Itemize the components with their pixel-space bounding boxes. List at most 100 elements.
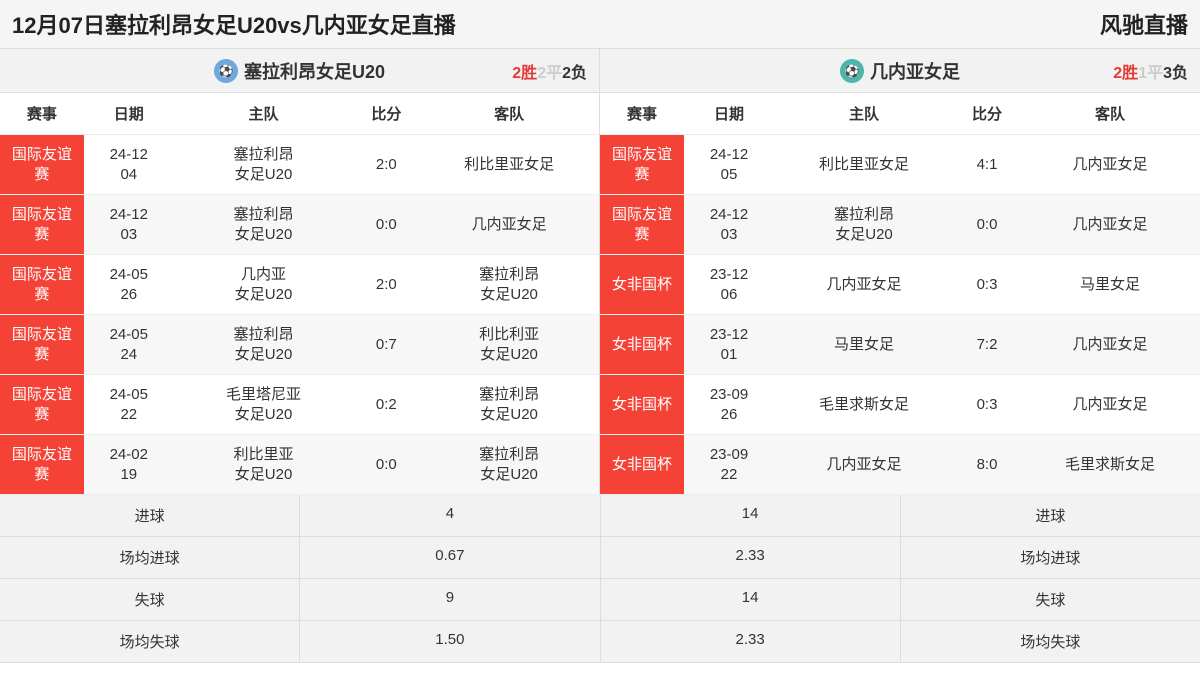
cell-away: 毛里求斯女足 bbox=[1020, 435, 1200, 495]
cell-home: 塞拉利昂女足U20 bbox=[174, 195, 354, 255]
wdl-draw: 2平 bbox=[537, 65, 562, 82]
stat-label-left: 进球 bbox=[0, 495, 300, 536]
wdl-win: 2胜 bbox=[512, 65, 537, 82]
cell-home: 塞拉利昂女足U20 bbox=[174, 315, 354, 375]
right-matches-table: 赛事 日期 主队 比分 客队 国际友谊赛24-1205利比里亚女足4:1几内亚女… bbox=[600, 93, 1200, 495]
table-row[interactable]: 女非国杯23-1201马里女足7:2几内亚女足 bbox=[600, 315, 1200, 375]
left-panel: ⚽ 塞拉利昂女足U20 2胜2平2负 赛事 日期 主队 比分 客队 国际友谊赛2… bbox=[0, 49, 600, 495]
cell-event: 国际友谊赛 bbox=[600, 135, 684, 195]
col-away: 客队 bbox=[419, 93, 599, 135]
cell-date: 23-0926 bbox=[684, 375, 774, 435]
cell-date: 23-1206 bbox=[684, 255, 774, 315]
table-row[interactable]: 国际友谊赛24-1203塞拉利昂女足U200:0几内亚女足 bbox=[600, 195, 1200, 255]
table-row[interactable]: 女非国杯23-0922几内亚女足8:0毛里求斯女足 bbox=[600, 435, 1200, 495]
left-team-name: 塞拉利昂女足U20 bbox=[244, 58, 385, 84]
cell-home: 毛里塔尼亚女足U20 bbox=[174, 375, 354, 435]
stat-value-left: 9 bbox=[300, 579, 600, 620]
col-away: 客队 bbox=[1020, 93, 1200, 135]
cell-event: 女非国杯 bbox=[600, 375, 684, 435]
cell-date: 24-1204 bbox=[84, 135, 174, 195]
table-row[interactable]: 国际友谊赛24-0522毛里塔尼亚女足U200:2塞拉利昂女足U20 bbox=[0, 375, 599, 435]
table-row[interactable]: 国际友谊赛24-1204塞拉利昂女足U202:0利比里亚女足 bbox=[0, 135, 599, 195]
stat-value-right: 2.33 bbox=[601, 537, 901, 578]
stats-row-avg_conceded: 场均失球1.502.33场均失球 bbox=[0, 621, 1200, 663]
cell-score: 0:0 bbox=[353, 435, 419, 495]
team-logo-icon: ⚽ bbox=[840, 59, 864, 83]
cell-away: 利比利亚女足U20 bbox=[419, 315, 599, 375]
cell-home: 塞拉利昂女足U20 bbox=[774, 195, 954, 255]
table-row[interactable]: 国际友谊赛24-1205利比里亚女足4:1几内亚女足 bbox=[600, 135, 1200, 195]
cell-score: 0:3 bbox=[954, 255, 1020, 315]
cell-event: 国际友谊赛 bbox=[0, 375, 84, 435]
top-bar: 12月07日塞拉利昂女足U20vs几内亚女足直播 风驰直播 bbox=[0, 0, 1200, 49]
cell-score: 0:7 bbox=[353, 315, 419, 375]
cell-home: 马里女足 bbox=[774, 315, 954, 375]
cell-event: 国际友谊赛 bbox=[0, 195, 84, 255]
col-score: 比分 bbox=[954, 93, 1020, 135]
cell-event: 国际友谊赛 bbox=[600, 195, 684, 255]
left-matches-table: 赛事 日期 主队 比分 客队 国际友谊赛24-1204塞拉利昂女足U202:0利… bbox=[0, 93, 599, 495]
right-panel: ⚽ 几内亚女足 2胜1平3负 赛事 日期 主队 比分 客队 国际友谊赛24-12… bbox=[600, 49, 1200, 495]
cell-away: 塞拉利昂女足U20 bbox=[419, 255, 599, 315]
wdl-loss: 2负 bbox=[562, 65, 587, 82]
col-date: 日期 bbox=[684, 93, 774, 135]
cell-event: 女非国杯 bbox=[600, 255, 684, 315]
stat-value-left: 0.67 bbox=[300, 537, 600, 578]
col-date: 日期 bbox=[84, 93, 174, 135]
main-content: ⚽ 塞拉利昂女足U20 2胜2平2负 赛事 日期 主队 比分 客队 国际友谊赛2… bbox=[0, 49, 1200, 495]
stat-value-right: 14 bbox=[601, 579, 901, 620]
stats-footer: 进球414进球场均进球0.672.33场均进球失球914失球场均失球1.502.… bbox=[0, 495, 1200, 663]
cell-date: 24-0219 bbox=[84, 435, 174, 495]
cell-date: 24-0522 bbox=[84, 375, 174, 435]
table-row[interactable]: 女非国杯23-0926毛里求斯女足0:3几内亚女足 bbox=[600, 375, 1200, 435]
stat-value-right: 2.33 bbox=[601, 621, 901, 662]
cell-date: 24-1205 bbox=[684, 135, 774, 195]
stat-value-left: 4 bbox=[300, 495, 600, 536]
cell-score: 8:0 bbox=[954, 435, 1020, 495]
right-team-header: ⚽ 几内亚女足 2胜1平3负 bbox=[600, 49, 1200, 93]
table-row[interactable]: 女非国杯23-1206几内亚女足0:3马里女足 bbox=[600, 255, 1200, 315]
cell-event: 国际友谊赛 bbox=[0, 135, 84, 195]
table-row[interactable]: 国际友谊赛24-0219利比里亚女足U200:0塞拉利昂女足U20 bbox=[0, 435, 599, 495]
page-title: 12月07日塞拉利昂女足U20vs几内亚女足直播 bbox=[12, 8, 456, 40]
cell-away: 塞拉利昂女足U20 bbox=[419, 375, 599, 435]
cell-away: 几内亚女足 bbox=[1020, 375, 1200, 435]
left-wdl: 2胜2平2负 bbox=[512, 59, 587, 83]
cell-score: 2:0 bbox=[353, 255, 419, 315]
stat-label-left: 失球 bbox=[0, 579, 300, 620]
cell-away: 塞拉利昂女足U20 bbox=[419, 435, 599, 495]
stat-value-right: 14 bbox=[601, 495, 901, 536]
table-row[interactable]: 国际友谊赛24-0524塞拉利昂女足U200:7利比利亚女足U20 bbox=[0, 315, 599, 375]
cell-date: 23-0922 bbox=[684, 435, 774, 495]
cell-score: 0:0 bbox=[353, 195, 419, 255]
stat-label-left: 场均进球 bbox=[0, 537, 300, 578]
cell-date: 24-1203 bbox=[84, 195, 174, 255]
cell-event: 国际友谊赛 bbox=[0, 255, 84, 315]
cell-date: 23-1201 bbox=[684, 315, 774, 375]
cell-away: 利比里亚女足 bbox=[419, 135, 599, 195]
cell-score: 0:2 bbox=[353, 375, 419, 435]
stat-label-right: 失球 bbox=[901, 579, 1200, 620]
cell-score: 0:0 bbox=[954, 195, 1020, 255]
stat-label-right: 场均失球 bbox=[901, 621, 1200, 662]
cell-away: 几内亚女足 bbox=[1020, 135, 1200, 195]
cell-score: 2:0 bbox=[353, 135, 419, 195]
cell-date: 24-0524 bbox=[84, 315, 174, 375]
wdl-win: 2胜 bbox=[1113, 65, 1138, 82]
cell-home: 塞拉利昂女足U20 bbox=[174, 135, 354, 195]
stat-label-left: 场均失球 bbox=[0, 621, 300, 662]
col-home: 主队 bbox=[774, 93, 954, 135]
cell-home: 几内亚女足U20 bbox=[174, 255, 354, 315]
cell-score: 4:1 bbox=[954, 135, 1020, 195]
stats-row-goals: 进球414进球 bbox=[0, 495, 1200, 537]
col-event: 赛事 bbox=[0, 93, 84, 135]
right-team-name: 几内亚女足 bbox=[870, 58, 960, 84]
cell-date: 24-0526 bbox=[84, 255, 174, 315]
team-logo-icon: ⚽ bbox=[214, 59, 238, 83]
table-row[interactable]: 国际友谊赛24-1203塞拉利昂女足U200:0几内亚女足 bbox=[0, 195, 599, 255]
col-score: 比分 bbox=[353, 93, 419, 135]
right-wdl: 2胜1平3负 bbox=[1113, 59, 1188, 83]
table-row[interactable]: 国际友谊赛24-0526几内亚女足U202:0塞拉利昂女足U20 bbox=[0, 255, 599, 315]
col-event: 赛事 bbox=[600, 93, 684, 135]
wdl-loss: 3负 bbox=[1163, 65, 1188, 82]
